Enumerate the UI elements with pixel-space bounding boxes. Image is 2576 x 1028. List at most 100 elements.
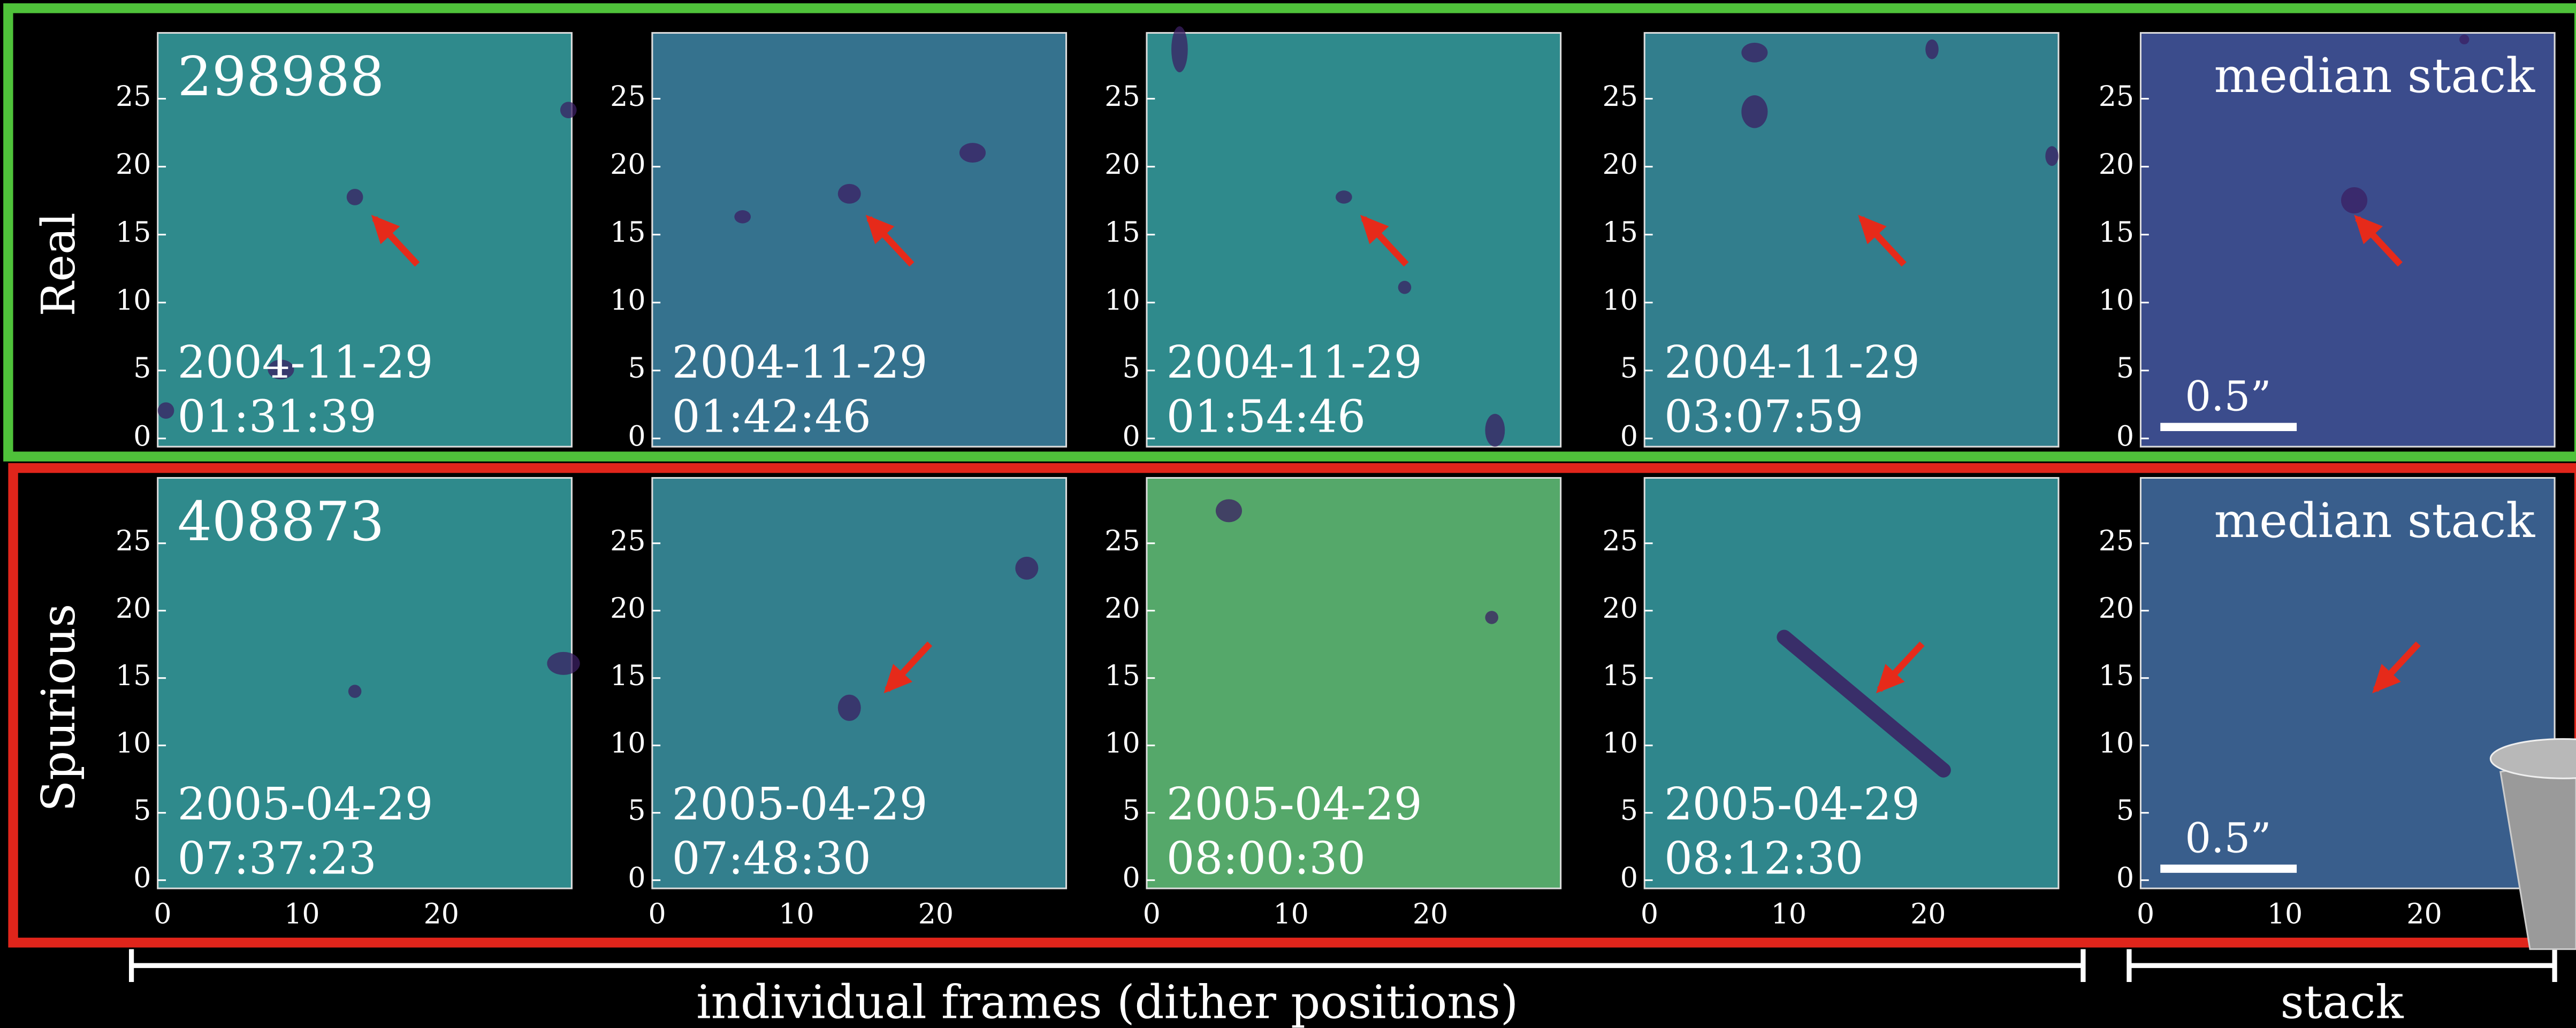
image-blob: [346, 189, 363, 205]
image-blob: [348, 685, 362, 698]
x-tick-label: 10: [284, 899, 319, 931]
y-tick-label: 25: [610, 525, 645, 557]
arrow-head: [883, 664, 913, 694]
image-panel: [157, 477, 573, 889]
y-tick-label: 15: [1104, 660, 1140, 692]
frame-time: 01:54:46: [1167, 390, 1366, 442]
y-tick-label: 5: [2116, 795, 2134, 827]
y-tick-label: 10: [2099, 285, 2134, 317]
y-tick-label: 10: [2099, 727, 2134, 760]
trash-icon: [2489, 738, 2576, 950]
y-tick-label: 25: [116, 525, 151, 557]
y-tick-label: 20: [2099, 593, 2134, 625]
image-blob: [560, 102, 577, 119]
y-tick-label: 0: [2116, 862, 2134, 894]
y-tick-label: 10: [1104, 727, 1140, 760]
frame-time: 07:48:30: [672, 832, 871, 884]
image-blob: [1398, 281, 1412, 294]
y-tick-label: 20: [1104, 149, 1140, 181]
x-tick-label: 0: [154, 899, 171, 931]
y-tick-label: 20: [116, 593, 151, 625]
x-tick-label: 10: [2267, 899, 2303, 931]
image-panel: [1643, 477, 2060, 889]
y-tick-label: 0: [1620, 862, 1638, 894]
row-label: Spurious: [32, 604, 86, 812]
frame-date: 2005-04-29: [1664, 778, 1920, 830]
image-panel: [651, 32, 1068, 448]
image-blob: [959, 143, 986, 163]
y-tick-label: 20: [1603, 149, 1638, 181]
image-blob: [1741, 95, 1768, 128]
y-tick-label: 0: [1620, 420, 1638, 452]
image-blob: [2459, 34, 2470, 44]
y-tick-label: 20: [1104, 593, 1140, 625]
y-tick-label: 20: [610, 149, 645, 181]
trash-lid: [2489, 738, 2576, 779]
y-tick-label: 5: [628, 795, 645, 827]
y-tick-label: 20: [2099, 149, 2134, 181]
frame-date: 2005-04-29: [178, 778, 433, 830]
x-tick-label: 20: [918, 899, 954, 931]
y-tick-label: 25: [610, 81, 645, 113]
object-id: 298988: [178, 45, 385, 108]
y-tick-label: 0: [628, 420, 645, 452]
y-tick-label: 25: [1603, 81, 1638, 113]
image-blob: [837, 183, 861, 204]
y-tick-label: 5: [1620, 352, 1638, 385]
image-blob: [547, 651, 580, 675]
y-tick-label: 0: [133, 420, 151, 452]
frame-date: 2004-11-29: [1664, 336, 1920, 388]
row-label: Real: [32, 212, 86, 316]
frame-time: 07:37:23: [178, 832, 377, 884]
y-tick-label: 0: [133, 862, 151, 894]
frame-time: 01:42:46: [672, 390, 871, 442]
image-blob: [1215, 499, 1243, 523]
y-tick-label: 20: [116, 149, 151, 181]
y-tick-label: 25: [2099, 81, 2134, 113]
image-panel: [1643, 32, 2060, 448]
image-blob: [1741, 42, 1768, 63]
frame-date: 2004-11-29: [672, 336, 928, 388]
image-panel: [2139, 32, 2556, 448]
arrow-head: [1360, 214, 1389, 244]
arrow-head: [2372, 664, 2401, 694]
y-tick-label: 15: [1603, 660, 1638, 692]
image-blob: [1485, 611, 1498, 624]
image-blob: [268, 359, 294, 380]
y-tick-label: 15: [610, 217, 645, 249]
y-tick-label: 5: [133, 795, 151, 827]
stack-label: median stack: [2214, 493, 2536, 548]
y-tick-label: 10: [1104, 285, 1140, 317]
x-tick-label: 10: [779, 899, 814, 931]
y-tick-label: 25: [1104, 81, 1140, 113]
y-tick-label: 25: [116, 81, 151, 113]
bracket-label: individual frames (dither positions): [696, 976, 1518, 1028]
y-tick-label: 15: [116, 660, 151, 692]
y-tick-label: 25: [1603, 525, 1638, 557]
frame-time: 01:31:39: [178, 390, 377, 442]
arrow-head: [2354, 214, 2383, 244]
y-tick-label: 15: [1603, 217, 1638, 249]
y-tick-label: 15: [116, 217, 151, 249]
image-blob: [2045, 146, 2059, 166]
image-panel: [157, 32, 573, 448]
row-frame: [3, 3, 2576, 462]
frame-date: 2005-04-29: [672, 778, 928, 830]
image-panel: [651, 477, 1068, 889]
y-tick-label: 10: [116, 285, 151, 317]
frame-date: 2004-11-29: [1167, 336, 1422, 388]
y-tick-label: 5: [1620, 795, 1638, 827]
image-blob: [1485, 413, 1505, 447]
arrow-head: [1858, 214, 1887, 244]
y-tick-label: 5: [1122, 352, 1140, 385]
stack-label: median stack: [2214, 48, 2536, 103]
arrow-head: [371, 214, 400, 244]
y-tick-label: 20: [1603, 593, 1638, 625]
x-tick-label: 20: [1910, 899, 1946, 931]
x-tick-label: 0: [1143, 899, 1161, 931]
image-panel: [1146, 477, 1562, 889]
y-tick-label: 5: [2116, 352, 2134, 385]
image-blob: [734, 210, 751, 224]
